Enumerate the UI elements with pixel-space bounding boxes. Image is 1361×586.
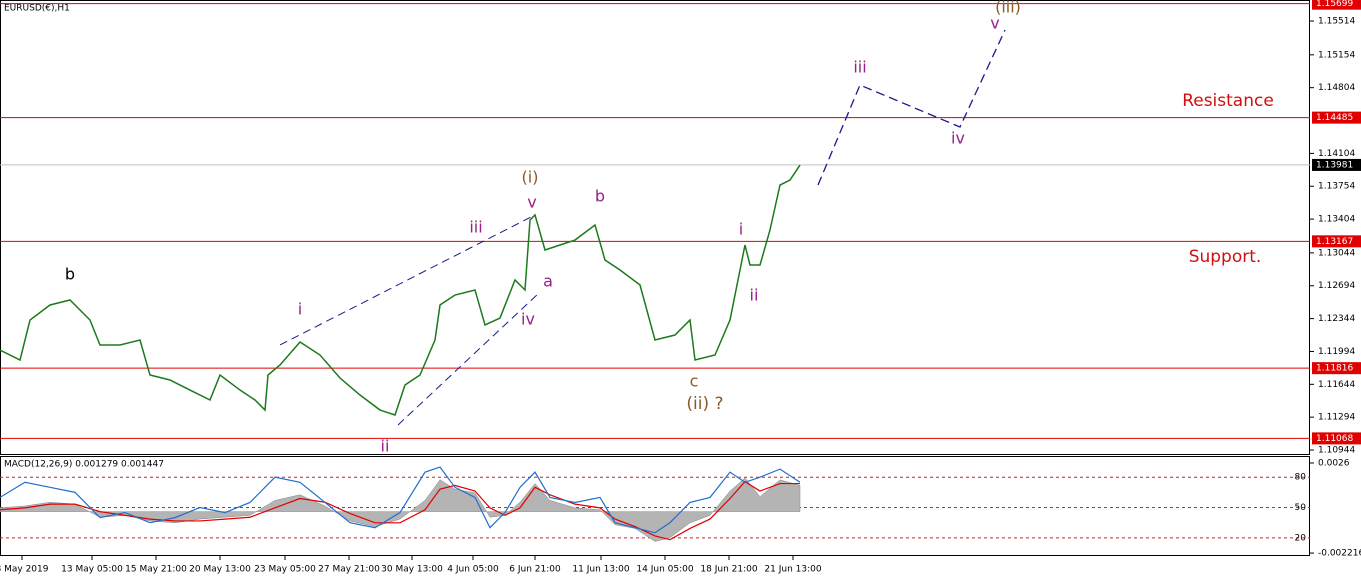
level-label-box	[1312, 235, 1361, 248]
x-tick-label: 6 Jun 21:00	[509, 565, 561, 575]
y2-tick-label: 80	[1295, 473, 1307, 483]
wave-label: Resistance	[1182, 91, 1274, 111]
level-label: 1.11068	[1316, 434, 1353, 444]
y2-tick-label: 50	[1295, 503, 1307, 513]
level-label-box	[1312, 362, 1361, 375]
wave-label: (ii) ?	[686, 394, 723, 414]
wave-label: Support.	[1189, 247, 1262, 267]
level-label: 1.11816	[1316, 364, 1353, 374]
x-tick-label: 15 May 21:00	[125, 565, 187, 575]
y-tick-label: 1.14804	[1318, 83, 1355, 93]
y-tick-label: 1.15154	[1318, 50, 1355, 60]
y-tick-label: 1.11644	[1318, 380, 1355, 390]
projection-line	[817, 29, 1006, 186]
y-tick-label: 1.14104	[1318, 149, 1355, 159]
x-tick-label: 18 Jun 21:00	[700, 565, 757, 575]
wave-label: b	[65, 265, 75, 284]
y2-tick-label: 20	[1295, 533, 1307, 543]
x-tick-label: 11 Jun 13:00	[572, 565, 629, 575]
macd-frame	[0, 456, 1310, 556]
x-tick-label: 8 May 2019	[0, 565, 49, 575]
y-tick-label: 1.11294	[1318, 413, 1355, 423]
wave-label: v	[527, 193, 536, 212]
y-tick-label: 0.0026	[1318, 458, 1350, 468]
x-tick-label: 21 Jun 13:00	[764, 565, 821, 575]
macd-title: MACD(12,26,9) 0.001279 0.001447	[4, 460, 164, 470]
wave-label: i	[739, 219, 743, 238]
wave-label: i	[298, 299, 302, 318]
level-label-box	[1312, 0, 1361, 10]
wave-label: a	[543, 271, 553, 290]
level-label-box	[1312, 111, 1361, 124]
oscillator-line	[0, 466, 801, 534]
y-tick-label: 1.13044	[1318, 248, 1355, 258]
price-title: EURUSD(€),H1	[4, 4, 70, 14]
wave-label: iv	[951, 129, 965, 148]
y-tick-label: -0.002216	[1318, 549, 1361, 559]
signal-line	[0, 480, 800, 541]
last-price-box	[1312, 158, 1361, 171]
wave-label: iii	[853, 57, 866, 76]
x-tick-label: 20 May 13:00	[189, 565, 251, 575]
trendline	[279, 214, 536, 346]
y-tick-label: 1.13404	[1318, 215, 1355, 225]
x-tick-label: 30 May 13:00	[381, 565, 443, 575]
wave-label: ii	[750, 285, 759, 304]
wave-label: ii	[381, 437, 390, 456]
level-label: 1.13167	[1316, 237, 1353, 247]
wave-label: iv	[521, 310, 535, 329]
wave-label: iii	[469, 218, 482, 237]
level-label-box	[1312, 432, 1361, 445]
price-line	[0, 164, 801, 416]
y-tick-label: 1.15514	[1318, 17, 1355, 27]
x-tick-label: 23 May 05:00	[254, 565, 316, 575]
y-tick-label: 1.12344	[1318, 314, 1355, 324]
wave-label: b	[595, 187, 605, 206]
y-tick-label: 1.12694	[1318, 281, 1355, 291]
wave-label: c	[690, 371, 699, 390]
x-tick-label: 27 May 21:00	[318, 565, 380, 575]
wave-label: v	[990, 14, 999, 33]
macd-histogram	[0, 477, 801, 542]
wave-label: (iii)	[995, 0, 1021, 16]
last-price-label: 1.13981	[1316, 160, 1353, 170]
price-frame	[0, 0, 1310, 455]
x-tick-label: 13 May 05:00	[61, 565, 123, 575]
wave-label: (i)	[522, 167, 539, 186]
level-label: 1.14485	[1316, 113, 1353, 123]
x-tick-label: 4 Jun 05:00	[447, 565, 499, 575]
x-tick-label: 14 Jun 05:00	[636, 565, 693, 575]
y-tick-label: 1.13754	[1318, 182, 1355, 192]
y-tick-label: 1.10944	[1318, 446, 1355, 456]
y-tick-label: 1.11994	[1318, 347, 1355, 357]
level-label: 1.15699	[1316, 0, 1353, 9]
trendline	[397, 291, 541, 426]
